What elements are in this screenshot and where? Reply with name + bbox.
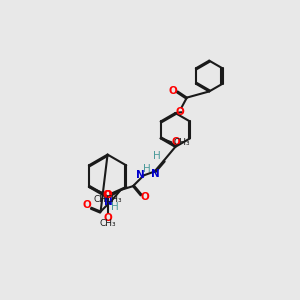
Text: O: O (82, 200, 91, 210)
Text: O: O (103, 190, 112, 200)
Text: O: O (172, 137, 180, 147)
Text: N: N (136, 169, 144, 180)
Text: O: O (103, 190, 112, 200)
Text: CH₃: CH₃ (99, 219, 116, 228)
Text: O: O (176, 107, 184, 117)
Text: CH₃: CH₃ (174, 138, 190, 147)
Text: H: H (111, 202, 119, 212)
Text: O: O (141, 192, 150, 202)
Text: H: H (143, 164, 151, 174)
Text: O: O (169, 86, 177, 96)
Text: CH₃: CH₃ (105, 195, 122, 204)
Text: H: H (153, 151, 161, 161)
Text: O: O (103, 213, 112, 223)
Text: CH₃: CH₃ (93, 195, 110, 204)
Text: N: N (151, 169, 160, 179)
Text: N: N (104, 197, 113, 207)
